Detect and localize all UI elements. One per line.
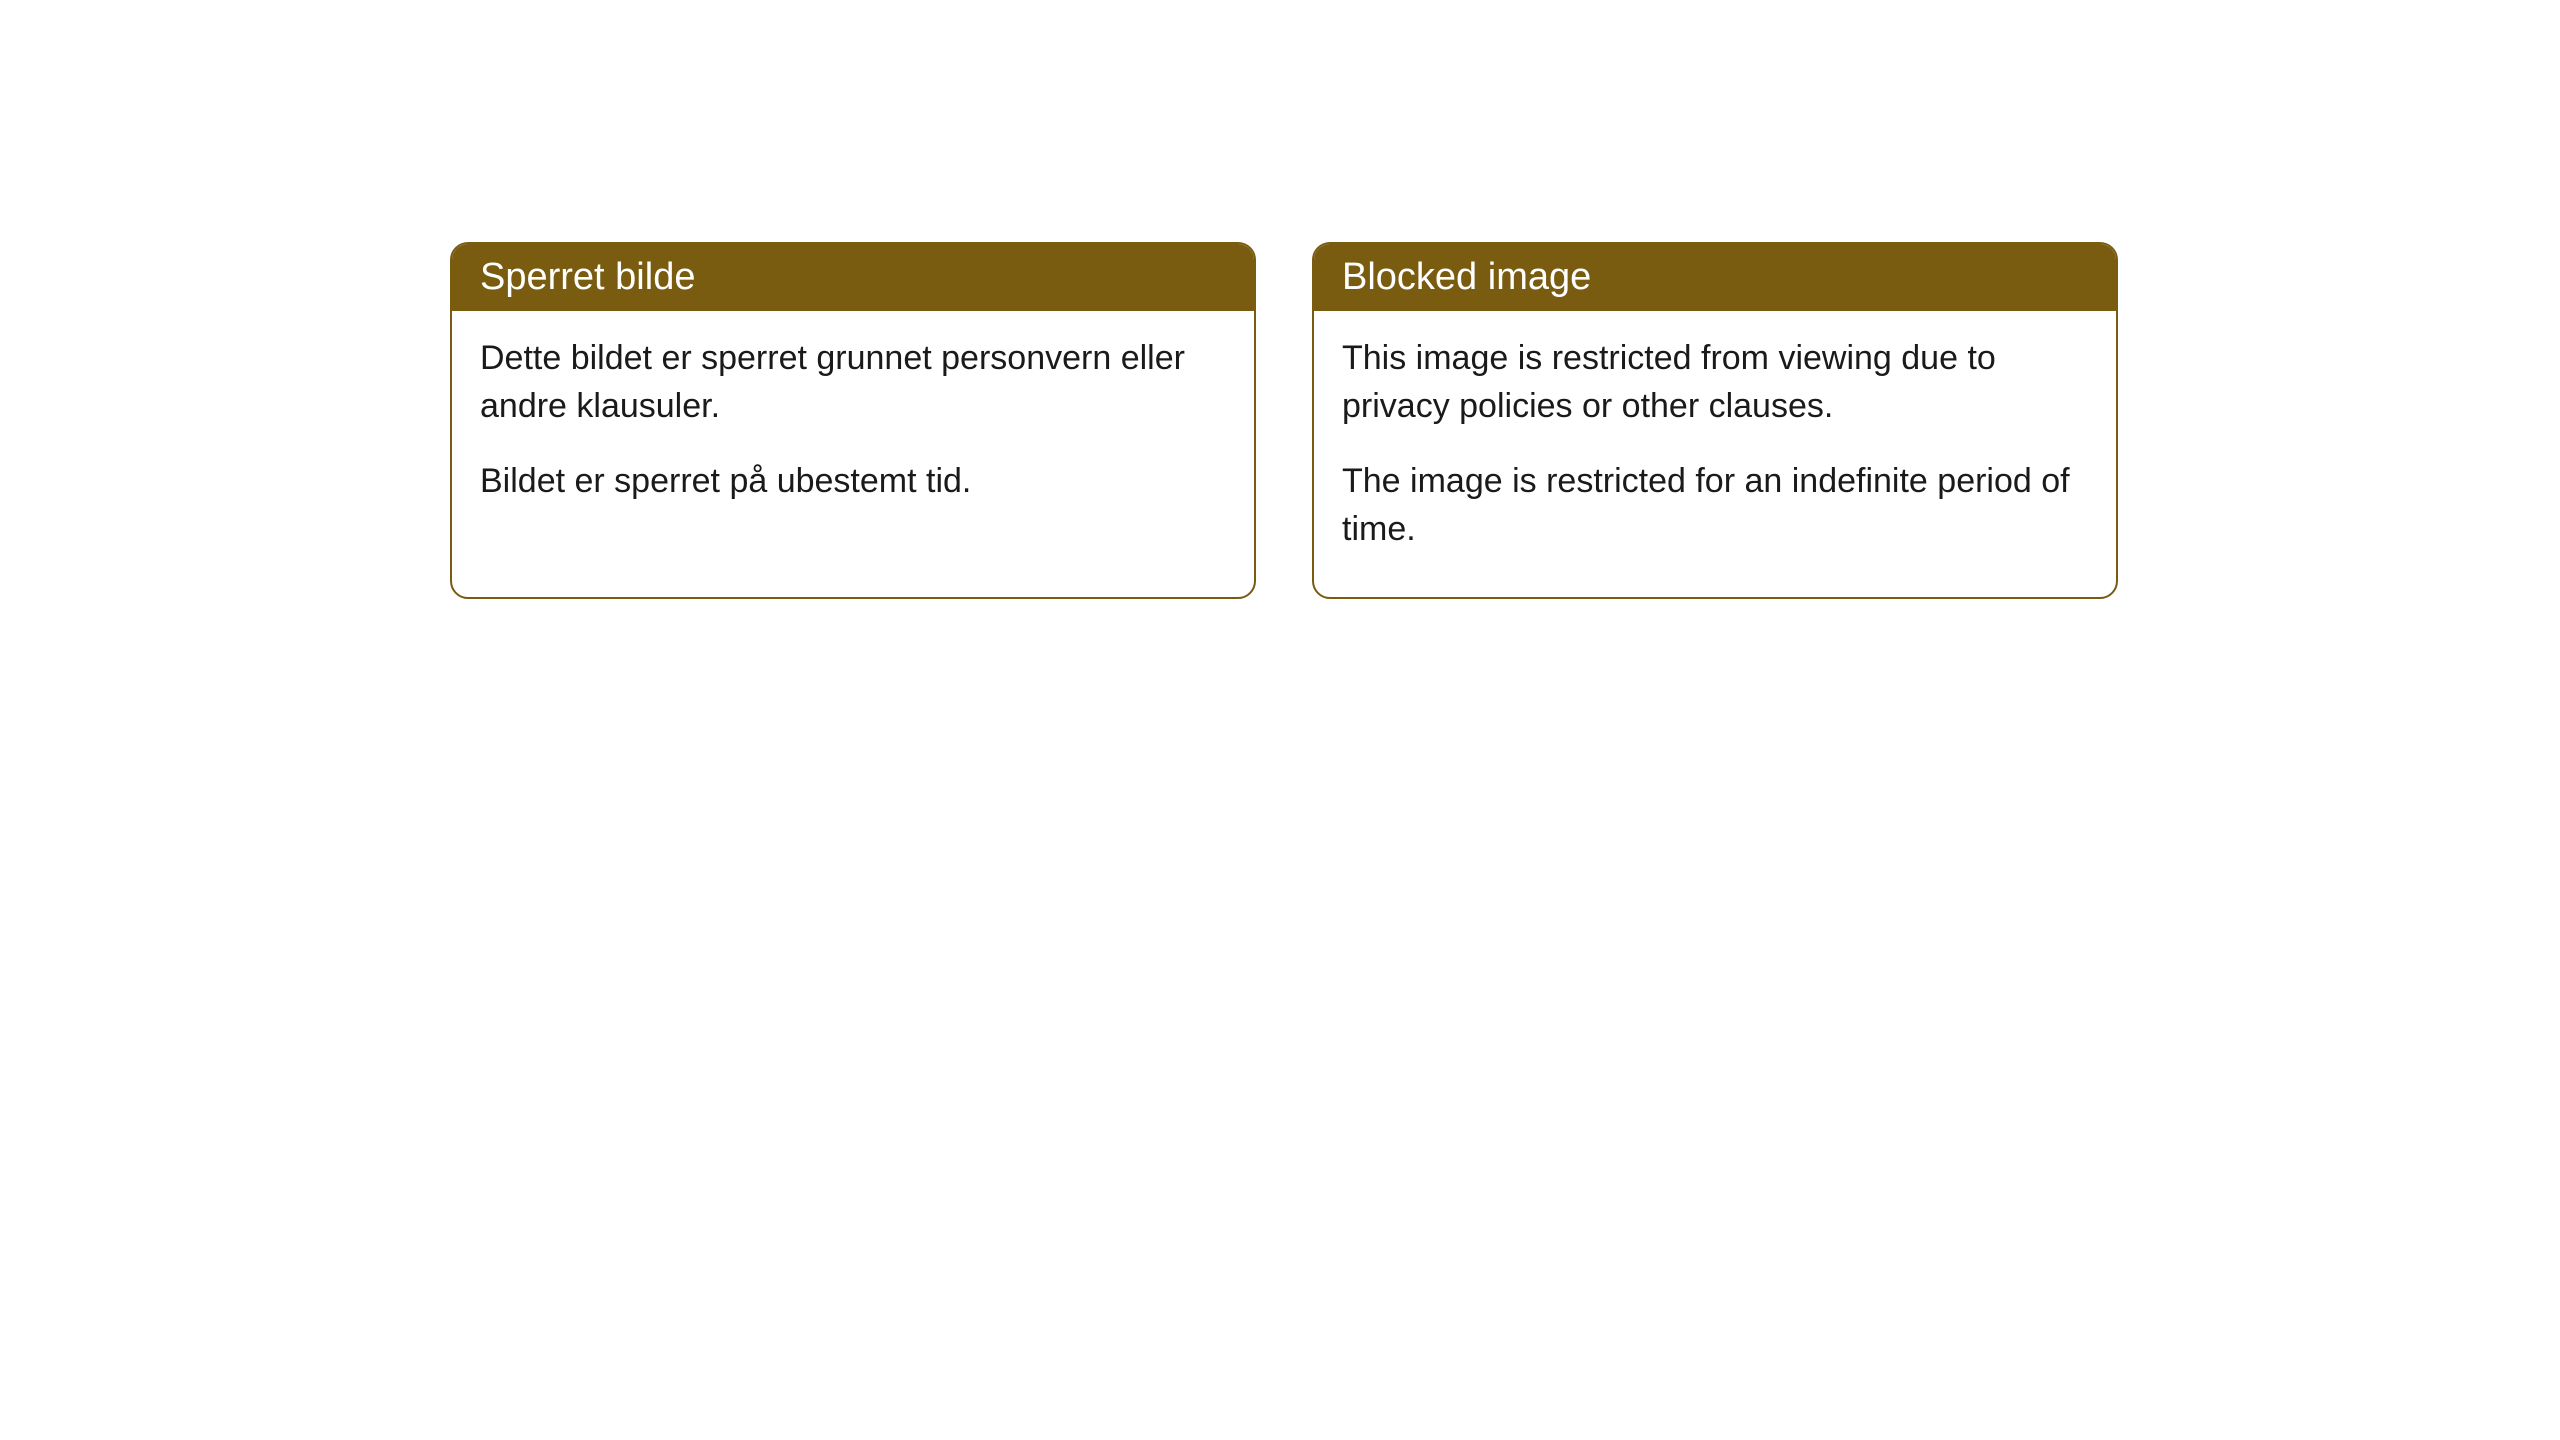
blocked-image-card-english: Blocked image This image is restricted f… bbox=[1312, 242, 2118, 599]
card-paragraph-1-norwegian: Dette bildet er sperret grunnet personve… bbox=[480, 335, 1226, 430]
cards-container: Sperret bilde Dette bildet er sperret gr… bbox=[450, 242, 2118, 599]
card-paragraph-2-english: The image is restricted for an indefinit… bbox=[1342, 458, 2088, 553]
card-body-english: This image is restricted from viewing du… bbox=[1314, 311, 2116, 597]
card-header-norwegian: Sperret bilde bbox=[452, 244, 1254, 311]
card-header-english: Blocked image bbox=[1314, 244, 2116, 311]
card-paragraph-2-norwegian: Bildet er sperret på ubestemt tid. bbox=[480, 458, 1226, 506]
card-body-norwegian: Dette bildet er sperret grunnet personve… bbox=[452, 311, 1254, 550]
blocked-image-card-norwegian: Sperret bilde Dette bildet er sperret gr… bbox=[450, 242, 1256, 599]
card-paragraph-1-english: This image is restricted from viewing du… bbox=[1342, 335, 2088, 430]
